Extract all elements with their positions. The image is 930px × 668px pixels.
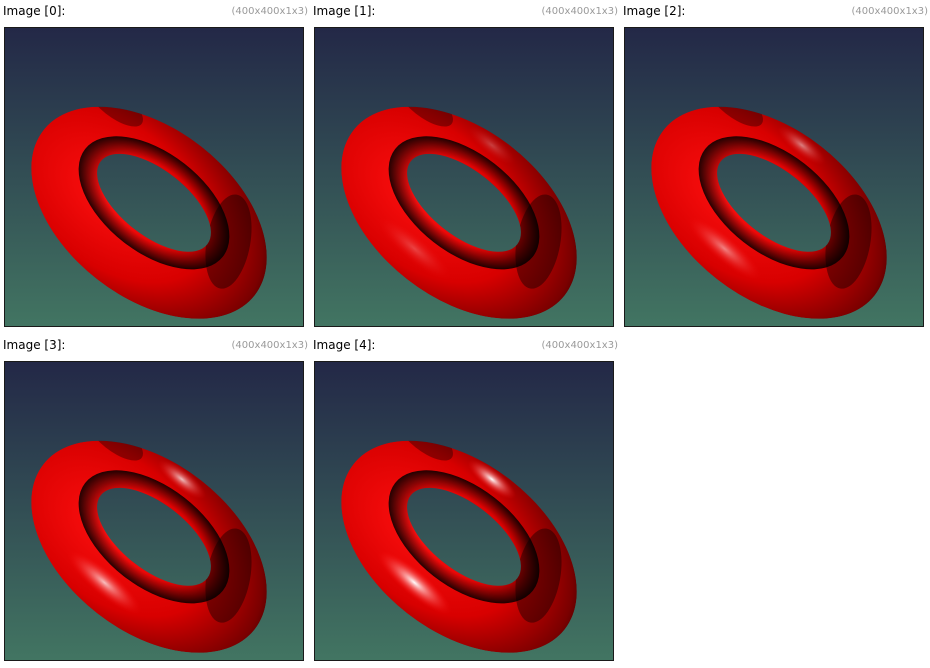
torus-render <box>315 28 613 326</box>
image-dimensions: (400x400x1x3) <box>231 340 308 351</box>
image-cell-0: Image [0]: (400x400x1x3) <box>0 0 308 330</box>
torus-render <box>5 362 303 660</box>
torus-render <box>315 362 613 660</box>
image-dimensions: (400x400x1x3) <box>541 340 618 351</box>
image-frame[interactable] <box>4 361 304 661</box>
image-title: Image [3]: <box>3 338 66 352</box>
image-header: Image [3]: (400x400x1x3) <box>0 334 308 358</box>
image-title: Image [2]: <box>623 4 686 18</box>
torus-render <box>5 28 303 326</box>
image-frame[interactable] <box>314 361 614 661</box>
image-header: Image [2]: (400x400x1x3) <box>620 0 928 24</box>
image-cell-4: Image [4]: (400x400x1x3) <box>310 334 618 664</box>
image-title: Image [4]: <box>313 338 376 352</box>
image-frame[interactable] <box>314 27 614 327</box>
image-dimensions: (400x400x1x3) <box>851 6 928 17</box>
image-header: Image [4]: (400x400x1x3) <box>310 334 618 358</box>
image-title: Image [0]: <box>3 4 66 18</box>
image-header: Image [1]: (400x400x1x3) <box>310 0 618 24</box>
image-cell-3: Image [3]: (400x400x1x3) <box>0 334 308 664</box>
image-header: Image [0]: (400x400x1x3) <box>0 0 308 24</box>
image-dimensions: (400x400x1x3) <box>231 6 308 17</box>
image-cell-2: Image [2]: (400x400x1x3) <box>620 0 928 330</box>
torus-render <box>625 28 923 326</box>
image-dimensions: (400x400x1x3) <box>541 6 618 17</box>
image-frame[interactable] <box>624 27 924 327</box>
image-title: Image [1]: <box>313 4 376 18</box>
image-frame[interactable] <box>4 27 304 327</box>
image-cell-1: Image [1]: (400x400x1x3) <box>310 0 618 330</box>
